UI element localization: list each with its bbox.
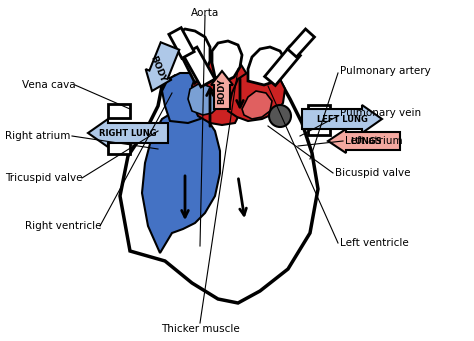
Text: Pulmonary artery: Pulmonary artery: [340, 66, 431, 76]
Polygon shape: [264, 46, 301, 86]
Polygon shape: [108, 125, 130, 137]
Text: Aorta: Aorta: [191, 8, 219, 18]
Polygon shape: [108, 104, 130, 118]
Polygon shape: [308, 104, 330, 118]
Text: Right atrium: Right atrium: [5, 131, 70, 141]
Text: Pulmonary vein: Pulmonary vein: [340, 108, 421, 118]
Polygon shape: [183, 47, 215, 87]
Text: RIGHT LUNG: RIGHT LUNG: [99, 129, 157, 137]
Text: Thicker muscle: Thicker muscle: [161, 324, 239, 334]
Text: LUNGS: LUNGS: [350, 136, 382, 146]
Text: Left atrium: Left atrium: [345, 136, 402, 146]
Polygon shape: [175, 29, 210, 83]
Polygon shape: [242, 91, 272, 119]
Polygon shape: [288, 29, 314, 57]
Text: BODY: BODY: [218, 78, 227, 104]
Polygon shape: [108, 142, 130, 154]
Text: BODY: BODY: [149, 55, 167, 84]
Text: Left ventricle: Left ventricle: [340, 238, 409, 248]
FancyArrow shape: [328, 129, 400, 153]
Text: LEFT LUNG: LEFT LUNG: [317, 115, 367, 123]
Polygon shape: [162, 73, 215, 123]
Polygon shape: [169, 28, 194, 58]
Text: Vena cava: Vena cava: [22, 80, 76, 90]
Text: Right ventricle: Right ventricle: [25, 221, 101, 231]
Polygon shape: [192, 58, 248, 125]
Polygon shape: [188, 83, 218, 115]
Polygon shape: [212, 41, 242, 81]
Polygon shape: [308, 123, 330, 135]
Polygon shape: [120, 73, 318, 303]
FancyArrow shape: [88, 119, 168, 147]
Circle shape: [269, 105, 291, 127]
FancyArrow shape: [211, 71, 233, 109]
Text: Bicuspid valve: Bicuspid valve: [335, 168, 410, 178]
FancyArrow shape: [302, 105, 382, 133]
Text: Tricuspid valve: Tricuspid valve: [5, 173, 82, 183]
FancyArrow shape: [146, 42, 179, 91]
Polygon shape: [248, 47, 286, 85]
Polygon shape: [142, 109, 220, 253]
Polygon shape: [228, 69, 285, 121]
